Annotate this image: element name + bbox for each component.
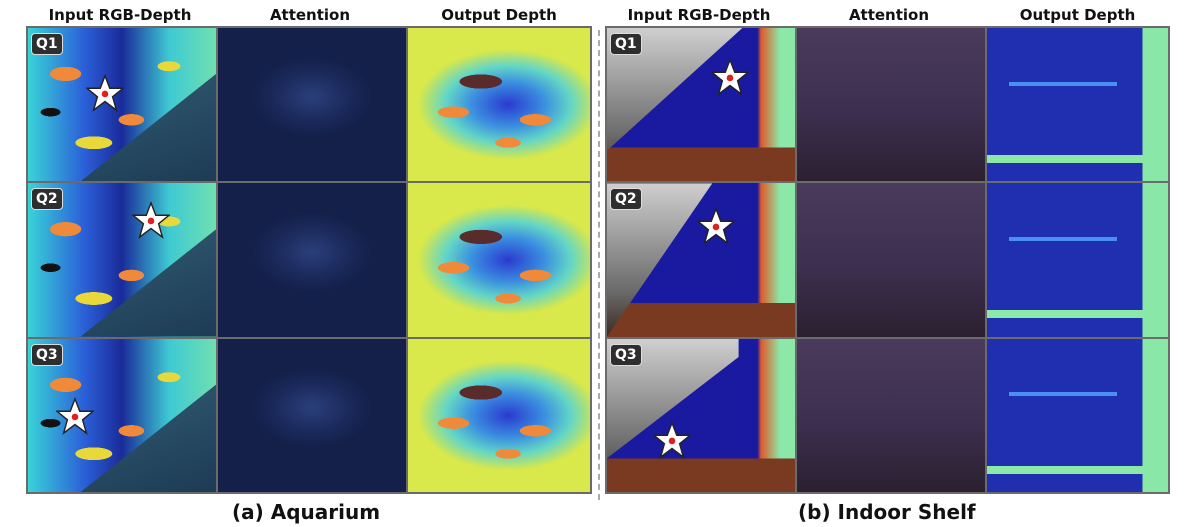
shelf-output-q1 [987,28,1168,182]
aquarium-attention-q1 [218,28,406,182]
column-header-input-rgb-depth: Input RGB-Depth [48,6,192,24]
shelf-input-q3: Q3 [607,338,795,492]
column-header-attention: Attention [848,6,930,24]
query-tag: Q1 [610,33,642,55]
query-tag: Q2 [610,188,642,211]
caption-aquarium: (a) Aquarium [232,500,381,524]
column-header-input-rgb-depth: Input RGB-Depth [627,6,771,24]
shelf-input-q1: Q1 [607,28,795,182]
shelf-output-q2 [987,183,1168,337]
aquarium-output-q2 [408,183,590,337]
aquarium-grid: Q1 Q2 Q3 [26,26,592,494]
aquarium-output-q3 [408,338,590,492]
aquarium-input-q2: Q2 [28,183,216,337]
aquarium-attention-q3 [218,338,406,492]
query-tag: Q1 [31,33,63,55]
column-header-attention: Attention [269,6,351,24]
caption-indoor-shelf: (b) Indoor Shelf [798,500,976,524]
query-star-icon [132,201,170,240]
shelf-attention-q1 [797,28,985,182]
aquarium-output-q1 [408,28,590,182]
query-tag: Q3 [610,343,642,366]
column-header-output-depth: Output Depth [441,6,557,24]
shelf-input-q2: Q2 [607,183,795,337]
query-star-icon [711,58,749,96]
panel-divider [598,30,600,500]
shelf-attention-q2 [797,183,985,337]
shelf-output-q3 [987,338,1168,492]
aquarium-input-q3: Q3 [28,338,216,492]
indoor-shelf-grid: Q1 Q2 Q3 [605,26,1170,494]
column-header-output-depth: Output Depth [1019,6,1136,24]
query-star-icon [653,420,691,459]
shelf-attention-q3 [797,338,985,492]
query-star-icon [56,396,94,435]
aquarium-attention-q2 [218,183,406,337]
query-star-icon [697,207,735,246]
query-star-icon [86,74,124,112]
query-tag: Q2 [31,188,63,211]
query-tag: Q3 [31,343,63,366]
aquarium-input-q1: Q1 [28,28,216,182]
